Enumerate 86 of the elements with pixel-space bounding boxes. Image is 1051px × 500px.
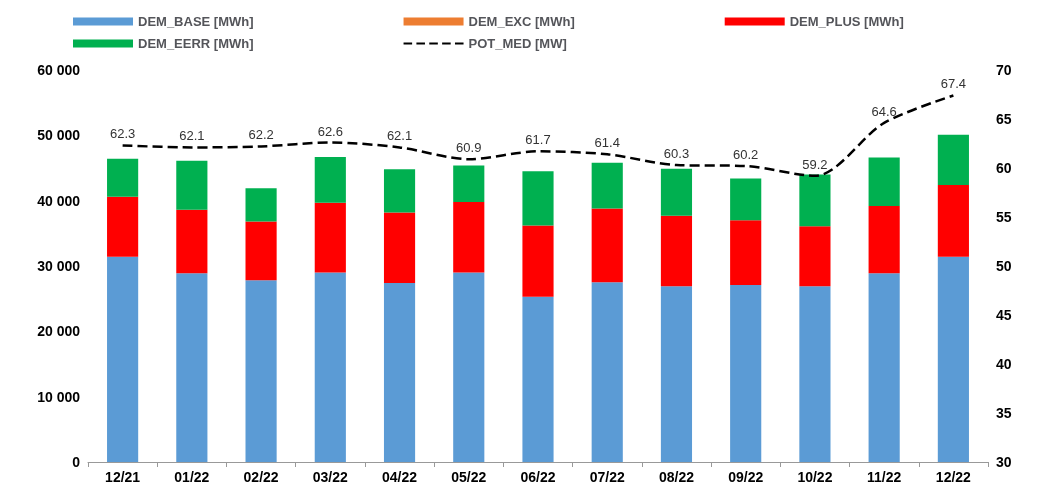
legend-label: DEM_EXC [MWh] <box>468 14 575 29</box>
data-label: 62.1 <box>386 128 413 144</box>
bar <box>937 256 969 462</box>
bar <box>245 188 277 222</box>
y-tick-label: 40 000 <box>37 192 81 209</box>
data-label: 62.1 <box>179 128 205 144</box>
bar <box>522 171 554 226</box>
bar <box>383 169 416 213</box>
bar <box>868 273 900 462</box>
y2-tick-label: 35 <box>996 405 1012 421</box>
bar <box>245 280 277 462</box>
bar <box>730 178 762 221</box>
data-label: 60.2 <box>733 147 759 163</box>
y-tick-label: 60 000 <box>37 62 81 78</box>
x-tick-label: 12/22 <box>935 469 972 485</box>
data-label: 61.7 <box>525 132 551 148</box>
bar <box>176 273 208 462</box>
bar <box>453 272 485 462</box>
data-label: 60.3 <box>663 146 690 162</box>
y-tick-label: 30 000 <box>37 258 81 274</box>
y2-tick-label: 40 <box>996 356 1012 372</box>
x-tick-label: 02/22 <box>243 469 279 485</box>
y-tick-label: 50 000 <box>37 127 81 144</box>
bar <box>383 282 416 462</box>
y-tick-label: 0 <box>72 454 81 470</box>
bar <box>799 174 831 227</box>
y2-tick-label: 60 <box>996 160 1012 176</box>
bar <box>591 162 623 209</box>
x-tick-label: 04/22 <box>382 469 418 485</box>
data-label: 67.4 <box>940 76 967 92</box>
data-label: 59.2 <box>802 156 828 172</box>
bar <box>453 165 485 202</box>
bar <box>453 201 485 273</box>
bar <box>868 205 900 274</box>
data-label: 62.3 <box>109 126 136 142</box>
y2-tick-label: 30 <box>996 454 1012 470</box>
bar <box>937 134 969 185</box>
data-label: 64.6 <box>871 103 897 119</box>
x-tick-label: 06/22 <box>520 469 556 485</box>
legend-label: POT_MED [MW] <box>468 36 567 51</box>
bar <box>107 196 139 257</box>
bar <box>660 286 693 462</box>
y-tick-label: 20 000 <box>37 323 81 340</box>
bar <box>314 156 346 203</box>
bar <box>660 168 693 216</box>
y-tick-label: 10 000 <box>37 388 81 405</box>
bar <box>314 202 346 273</box>
bar <box>522 225 554 297</box>
bar <box>107 158 139 197</box>
bar <box>245 221 277 281</box>
bar <box>730 220 762 285</box>
y2-tick-label: 65 <box>996 111 1012 127</box>
y2-tick-label: 55 <box>996 209 1012 225</box>
data-label: 62.2 <box>248 127 274 143</box>
x-tick-label: 12/21 <box>105 469 141 485</box>
x-tick-label: 03/22 <box>312 469 349 485</box>
bar <box>176 160 208 210</box>
bar <box>660 215 693 287</box>
legend-label: DEM_PLUS [MWh] <box>789 14 904 29</box>
bar <box>314 272 346 462</box>
bar <box>799 226 831 287</box>
bar <box>383 212 416 283</box>
x-tick-label: 07/22 <box>589 469 625 485</box>
x-tick-label: 08/22 <box>658 469 695 485</box>
x-tick-label: 11/22 <box>867 469 902 485</box>
bar <box>591 282 623 462</box>
x-tick-label: 09/22 <box>728 469 764 485</box>
bar <box>591 208 623 283</box>
legend-label: DEM_BASE [MWh] <box>138 14 254 29</box>
data-label: 62.6 <box>317 123 343 139</box>
bar <box>176 209 208 274</box>
x-tick-label: 05/22 <box>451 469 487 485</box>
legend-label: DEM_EERR [MWh] <box>138 36 254 51</box>
bar <box>107 256 139 462</box>
y2-tick-label: 50 <box>996 258 1012 274</box>
bar <box>799 286 831 462</box>
x-tick-label: 10/22 <box>797 469 833 485</box>
y2-tick-label: 45 <box>996 307 1012 323</box>
data-label: 60.9 <box>456 140 482 156</box>
y2-tick-label: 70 <box>996 62 1012 78</box>
bar <box>937 184 969 257</box>
bar <box>522 296 554 462</box>
bar <box>868 157 900 206</box>
data-label: 61.4 <box>594 135 620 151</box>
x-tick-label: 01/22 <box>174 469 210 485</box>
bar <box>730 284 762 462</box>
